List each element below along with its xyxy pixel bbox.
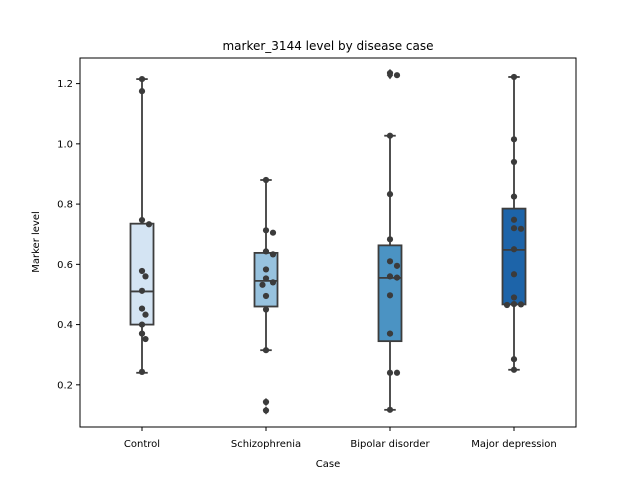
y-tick-label: 0.6 [57, 260, 73, 271]
plot-area [129, 68, 527, 415]
data-point [517, 225, 525, 232]
data-point [386, 236, 394, 243]
y-tick-label: 0.8 [57, 200, 73, 211]
box-control [129, 78, 155, 374]
data-point [262, 398, 270, 406]
data-point [386, 330, 394, 337]
y-axis-label: Marker level [31, 211, 42, 273]
data-point [393, 72, 401, 79]
data-point [386, 191, 394, 198]
points-control [138, 75, 153, 375]
x-tick-label: Control [124, 439, 160, 450]
data-point [138, 305, 146, 312]
data-point [138, 75, 146, 83]
data-point [138, 216, 146, 224]
y-tick-label: 1.0 [57, 139, 73, 150]
data-point [138, 321, 146, 328]
data-point [386, 69, 394, 77]
data-point [269, 279, 277, 286]
data-point [269, 229, 277, 236]
data-point [510, 73, 518, 81]
data-point [393, 274, 401, 281]
data-point [510, 294, 518, 301]
data-point [262, 347, 270, 354]
data-point [393, 262, 401, 269]
points-major-depression [503, 73, 525, 373]
y-axis: 0.2 0.4 0.6 0.8 1.0 1.2 [57, 79, 80, 391]
data-point [145, 221, 153, 228]
data-point [142, 335, 149, 343]
data-point [138, 287, 146, 294]
points-bipolar-disorder [386, 69, 401, 413]
data-point [510, 193, 518, 200]
x-tick-label: Bipolar disorder [350, 439, 430, 450]
box-body [501, 207, 527, 306]
data-point [386, 292, 394, 299]
data-point [510, 301, 518, 308]
data-point [262, 176, 270, 184]
data-point [393, 369, 401, 376]
data-point [262, 292, 270, 300]
data-point [510, 225, 518, 232]
data-point [262, 275, 270, 282]
box-major-depression [501, 76, 527, 371]
points-schizophrenia [259, 176, 277, 414]
data-point [510, 246, 518, 253]
y-tick-label: 0.2 [57, 380, 73, 391]
data-point [510, 271, 518, 278]
data-point [510, 356, 518, 363]
data-point [138, 330, 146, 337]
data-point [517, 301, 525, 308]
data-point [262, 227, 270, 234]
y-tick-label: 1.2 [57, 79, 73, 90]
x-tick-label: Major depression [471, 439, 557, 450]
data-point [138, 267, 146, 275]
data-point [138, 88, 146, 95]
data-point [269, 251, 277, 258]
x-axis: Control Schizophrenia Bipolar disorder Majo… [124, 427, 557, 450]
plot-frame [79, 57, 577, 428]
data-point [503, 301, 511, 309]
data-point [262, 266, 270, 273]
data-point [510, 366, 518, 373]
chart-title: marker_3144 level by disease case [222, 39, 433, 53]
data-point [262, 306, 270, 313]
x-axis-label: Case [316, 459, 340, 470]
data-point [510, 158, 518, 166]
data-point [262, 407, 270, 414]
data-point [386, 132, 394, 139]
y-tick-label: 0.4 [57, 320, 73, 331]
data-point [386, 258, 394, 265]
data-point [510, 216, 518, 223]
data-point [142, 311, 149, 318]
data-point [386, 369, 394, 376]
data-point [510, 136, 518, 143]
data-point [259, 281, 266, 288]
data-point [138, 368, 146, 375]
data-point [386, 273, 394, 280]
data-point [142, 273, 149, 280]
data-point [386, 406, 394, 413]
x-tick-label: Schizophrenia [231, 439, 301, 450]
data-point [262, 248, 270, 255]
